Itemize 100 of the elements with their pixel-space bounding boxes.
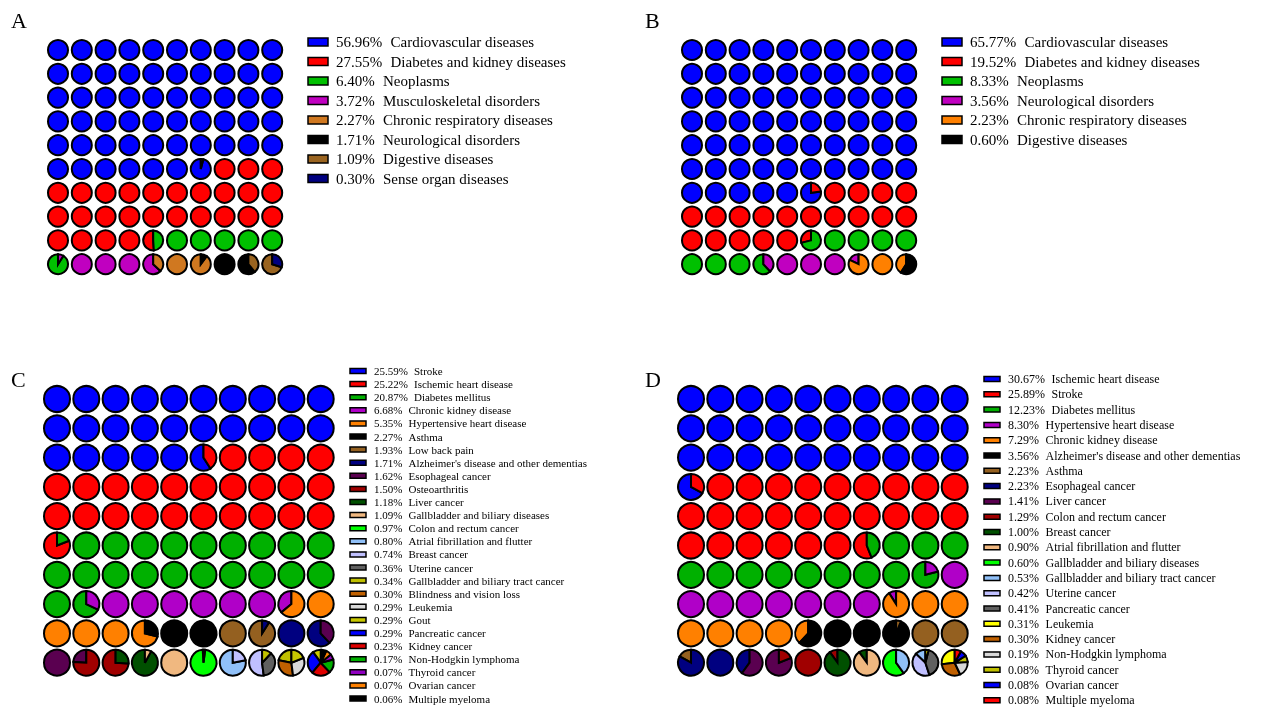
- category-label: Stroke: [1051, 387, 1083, 402]
- data-label: 0.97%: [374, 522, 403, 535]
- category-label: Non-Hodgkin lymphoma: [1045, 647, 1168, 662]
- category-label: Alzheimer's disease and other dementias: [408, 456, 587, 469]
- data-label: 8.30%: [1008, 417, 1039, 432]
- category-label: Colon and rectum cancer: [408, 522, 520, 535]
- category-label: Neoplasms: [383, 73, 450, 89]
- category-label: Leukemia: [1045, 616, 1095, 631]
- data-label: 1.09%: [374, 509, 403, 522]
- data-label: 0.08%: [1008, 662, 1039, 677]
- data-label: 20.87%: [374, 391, 408, 404]
- category-label: Asthma: [1045, 463, 1084, 478]
- data-label: 65.77%: [970, 34, 1017, 50]
- category-label: Thyroid cancer: [1045, 662, 1119, 677]
- data-label: 0.29%: [374, 627, 403, 639]
- data-label: 0.06%: [374, 692, 403, 705]
- data-label: 0.23%: [374, 640, 403, 653]
- data-label: 1.18%: [374, 496, 403, 508]
- data-label: 0.36%: [374, 561, 403, 574]
- data-label: 0.30%: [336, 170, 375, 187]
- category-label: Kidney cancer: [408, 640, 473, 653]
- category-label: Chronic respiratory diseases: [383, 112, 554, 128]
- data-label: 3.56%: [1008, 448, 1039, 463]
- data-label: 19.52%: [970, 53, 1017, 70]
- category-label: Breast cancer: [408, 548, 469, 561]
- data-label: 25.59%: [374, 365, 408, 377]
- data-label: 1.62%: [374, 469, 403, 482]
- category-label: Chronic kidney disease: [408, 404, 512, 417]
- data-label: 0.17%: [374, 653, 403, 666]
- data-label: 0.34%: [374, 574, 403, 587]
- category-label: Chronic respiratory diseases: [1017, 112, 1188, 128]
- data-label: 0.74%: [374, 548, 403, 561]
- data-label: 0.30%: [374, 587, 403, 600]
- data-label: 0.90%: [1008, 540, 1039, 555]
- data-label: 2.23%: [1008, 463, 1039, 478]
- category-label: Gallbladder and biliary diseases: [408, 509, 550, 522]
- data-label: 0.60%: [970, 131, 1009, 148]
- data-label: 25.22%: [374, 378, 408, 391]
- data-label: 0.41%: [1008, 601, 1039, 616]
- category-label: Breast cancer: [1045, 525, 1111, 539]
- category-label: Uterine cancer: [1045, 586, 1116, 601]
- category-label: Asthma: [408, 430, 443, 443]
- data-label: 0.07%: [374, 666, 403, 679]
- data-label: 7.29%: [1008, 433, 1039, 448]
- text: C: [11, 366, 26, 392]
- category-label: Alzheimer's disease and other dementias: [1045, 448, 1241, 463]
- text: B: [645, 7, 660, 33]
- category-label: Liver cancer: [1045, 494, 1106, 509]
- category-label: Ischemic heart disease: [413, 378, 514, 391]
- data-label: 2.23%: [1008, 479, 1039, 494]
- category-label: Ovarian cancer: [1045, 678, 1119, 692]
- data-label: 0.07%: [374, 679, 403, 692]
- data-label: 1.71%: [374, 456, 403, 469]
- data-label: 0.60%: [1008, 555, 1039, 570]
- category-label: Stroke: [413, 365, 443, 377]
- category-label: Multiple myeloma: [408, 692, 491, 705]
- category-label: Thyroid cancer: [408, 666, 476, 679]
- category-label: Esophageal cancer: [408, 469, 491, 482]
- data-label: 5.35%: [374, 417, 403, 430]
- data-label: 1.93%: [374, 443, 403, 456]
- category-label: Gout: [408, 613, 431, 626]
- category-label: Leukemia: [408, 600, 453, 613]
- data-label: 1.71%: [336, 131, 375, 148]
- data-label: 30.67%: [1008, 372, 1045, 386]
- category-label: Diabetes mellitus: [413, 391, 491, 404]
- data-label: 6.68%: [374, 404, 403, 417]
- text: D: [645, 366, 661, 392]
- category-label: Digestive diseases: [383, 151, 494, 167]
- category-label: Chronic kidney disease: [1045, 433, 1158, 448]
- category-label: Neurological disorders: [1017, 92, 1155, 109]
- data-label: 0.29%: [374, 613, 403, 626]
- category-label: Pancreatic cancer: [1045, 601, 1130, 616]
- data-label: 0.19%: [1008, 647, 1039, 662]
- data-label: 8.33%: [970, 73, 1009, 89]
- category-label: Musculoskeletal disorders: [383, 92, 541, 109]
- category-label: Hypertensive heart disease: [1045, 417, 1175, 432]
- category-label: Multiple myeloma: [1045, 693, 1136, 708]
- data-label: 0.31%: [1008, 616, 1039, 631]
- category-label: Diabetes and kidney diseases: [1024, 53, 1201, 70]
- category-label: Diabetes mellitus: [1051, 402, 1136, 417]
- category-label: Low back pain: [408, 443, 475, 456]
- data-label: 2.27%: [336, 112, 375, 128]
- data-label: 12.23%: [1008, 402, 1045, 417]
- data-label: 0.29%: [374, 600, 403, 613]
- data-label: 0.08%: [1008, 678, 1039, 692]
- category-label: Pancreatic cancer: [408, 627, 487, 639]
- data-label: 25.89%: [1008, 387, 1045, 402]
- category-label: Kidney cancer: [1045, 632, 1116, 647]
- data-label: 27.55%: [336, 53, 383, 70]
- data-label: 3.56%: [970, 92, 1009, 109]
- category-label: Ischemic heart disease: [1051, 372, 1160, 386]
- data-label: 1.41%: [1008, 494, 1039, 509]
- category-label: Uterine cancer: [408, 561, 474, 574]
- category-label: Digestive diseases: [1017, 131, 1128, 148]
- category-label: Gallbladder and biliary tract cancer: [1045, 570, 1216, 585]
- category-label: Osteoarthritis: [408, 482, 469, 495]
- text: A: [11, 7, 27, 33]
- category-label: Non-Hodgkin lymphoma: [408, 653, 520, 666]
- data-label: 0.53%: [1008, 570, 1039, 585]
- category-label: Hypertensive heart disease: [408, 417, 527, 430]
